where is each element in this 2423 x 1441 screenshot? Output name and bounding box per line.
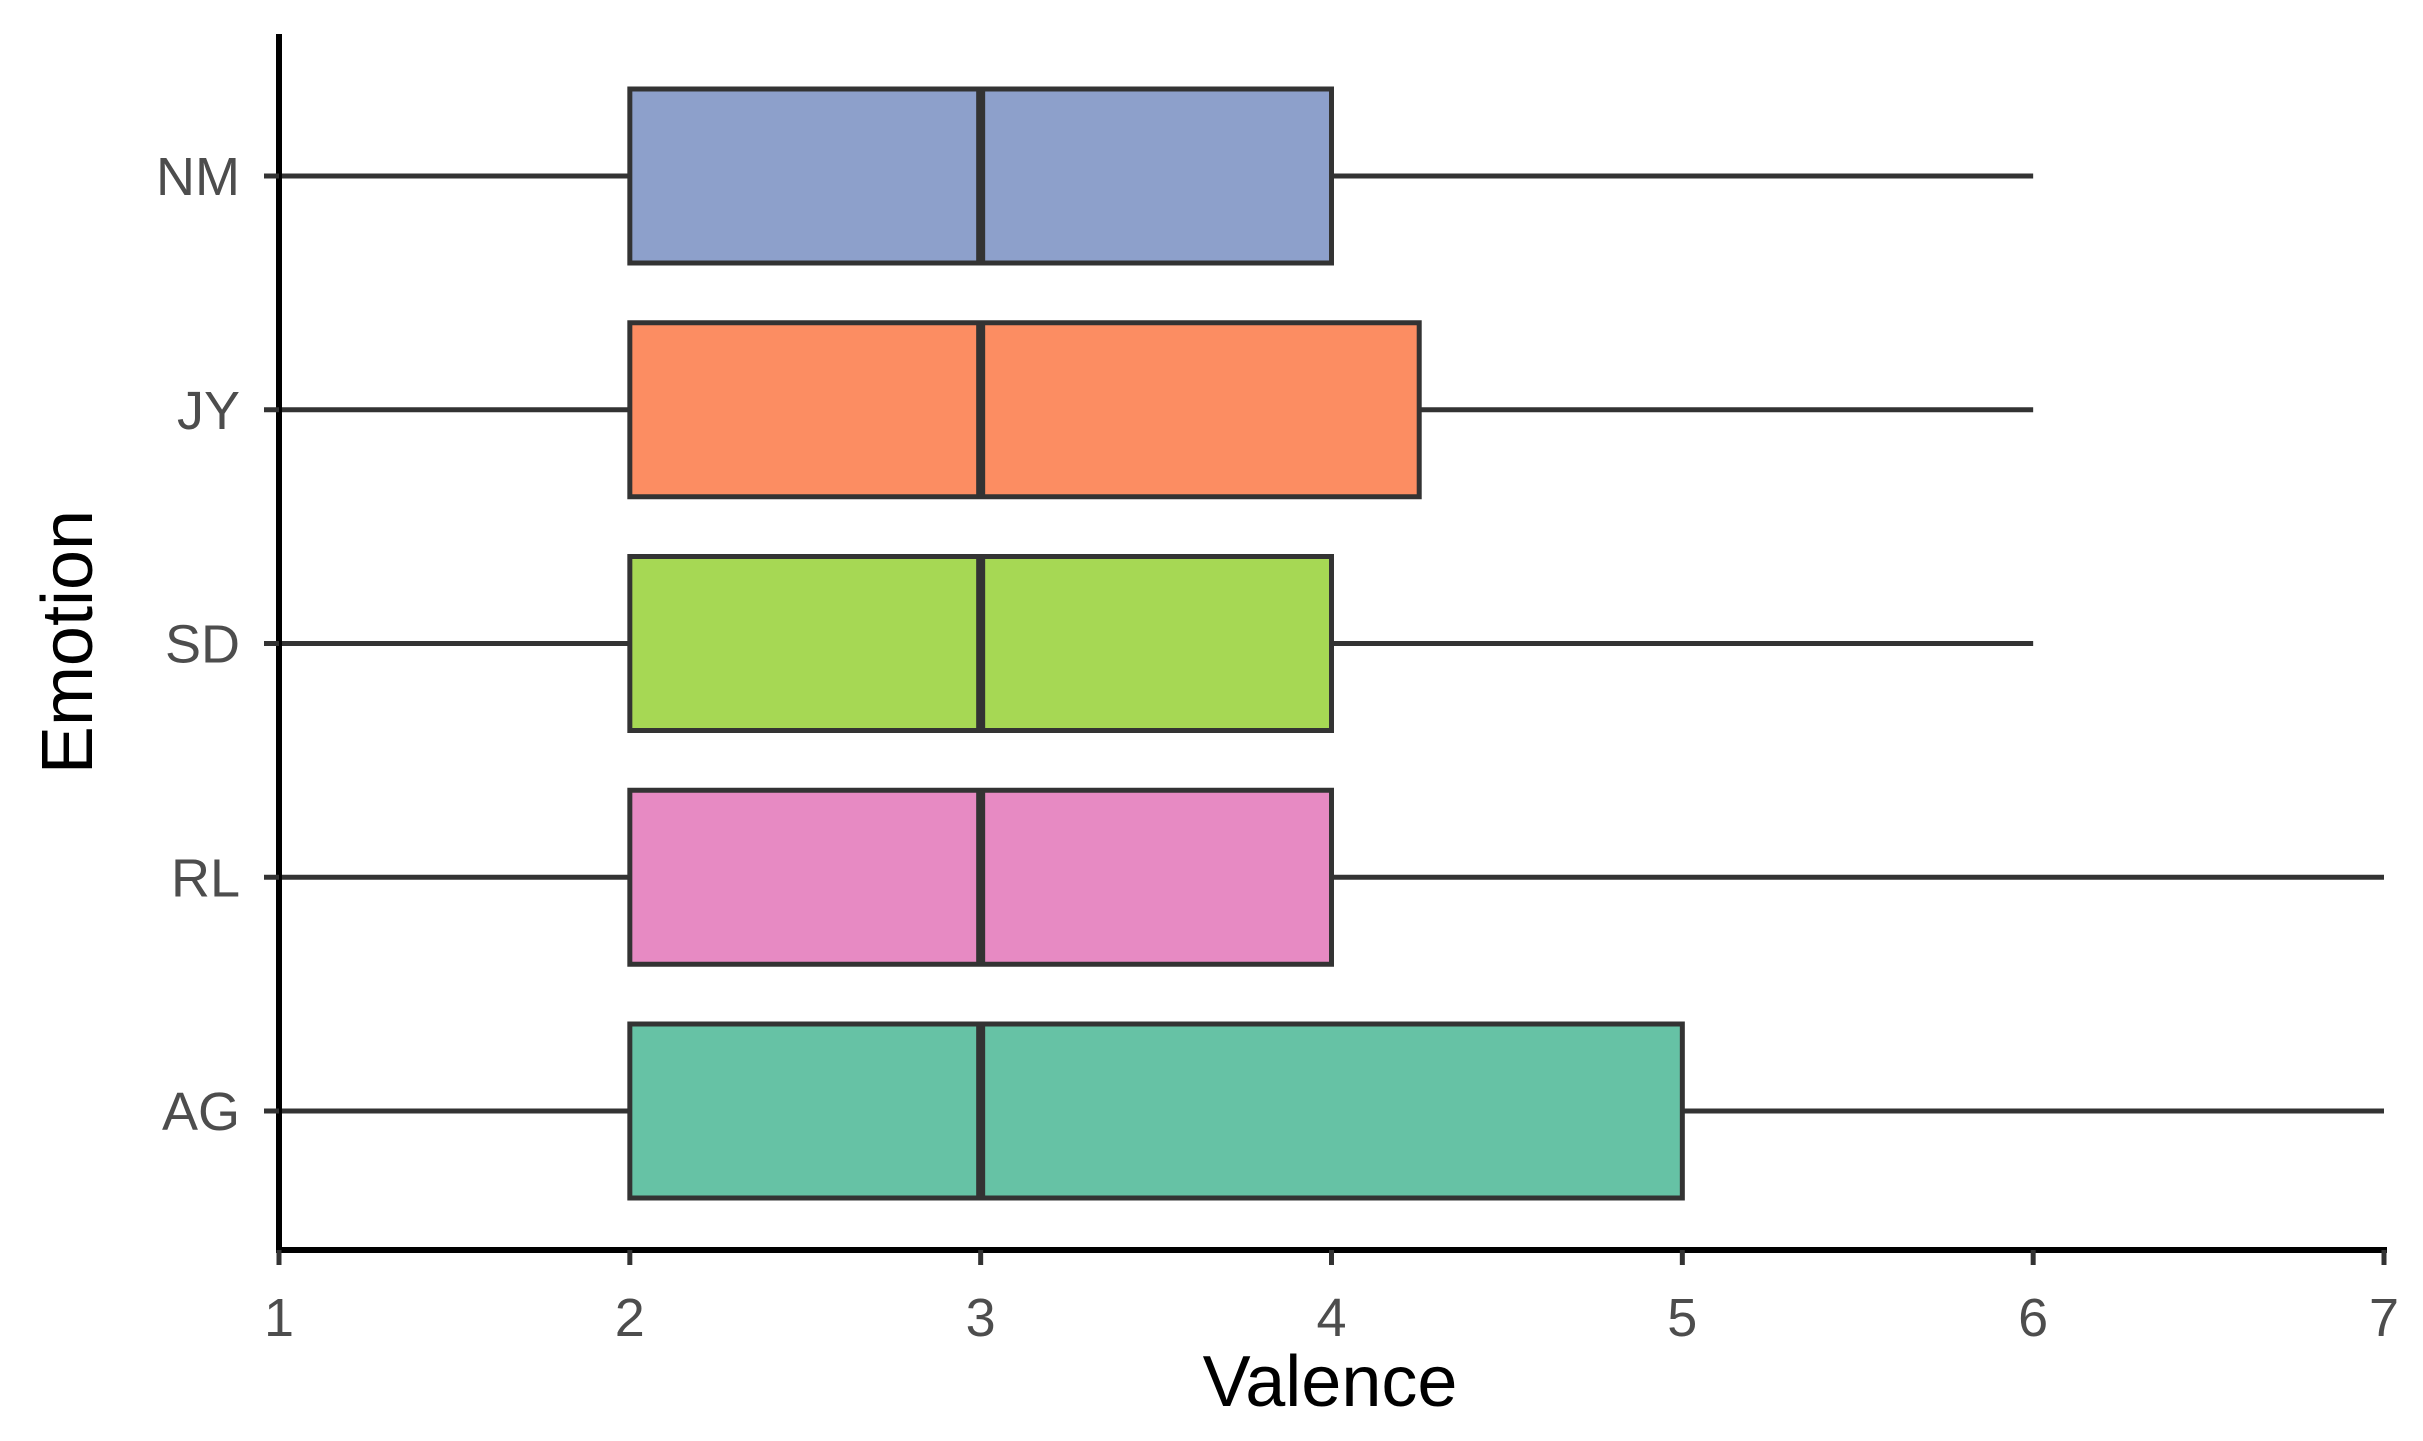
y-ticks-layer: AG RL SD JY NM (156, 147, 279, 1142)
x-axis-title: Valence (1203, 1342, 1458, 1422)
x-tick-label-3: 3 (966, 1288, 996, 1348)
x-tick-label-4: 4 (1316, 1288, 1346, 1348)
x-tick-label-1: 1 (264, 1288, 294, 1348)
x-tick-label-5: 5 (1667, 1288, 1697, 1348)
x-tick-label-2: 2 (615, 1288, 645, 1348)
y-tick-label-jy: JY (177, 381, 240, 441)
box-group-sd (279, 554, 2034, 733)
box-jy (627, 320, 1422, 500)
x-tick-label-6: 6 (2018, 1288, 2048, 1348)
box-group-jy (279, 320, 2034, 500)
box-ag (627, 1021, 1685, 1201)
box-group-ag (279, 1021, 2384, 1201)
boxes-layer (279, 86, 2384, 1201)
y-tick-label-sd: SD (165, 615, 240, 675)
y-tick-label-ag: AG (162, 1082, 240, 1142)
x-ticks-layer: 1 2 3 4 5 6 7 (264, 1250, 2399, 1348)
y-axis-title: Emotion (28, 510, 108, 774)
box-group-rl (279, 787, 2384, 967)
x-tick-label-7: 7 (2369, 1288, 2399, 1348)
y-tick-label-rl: RL (171, 848, 240, 908)
box-group-nm (279, 86, 2034, 266)
y-tick-label-nm: NM (156, 147, 240, 207)
